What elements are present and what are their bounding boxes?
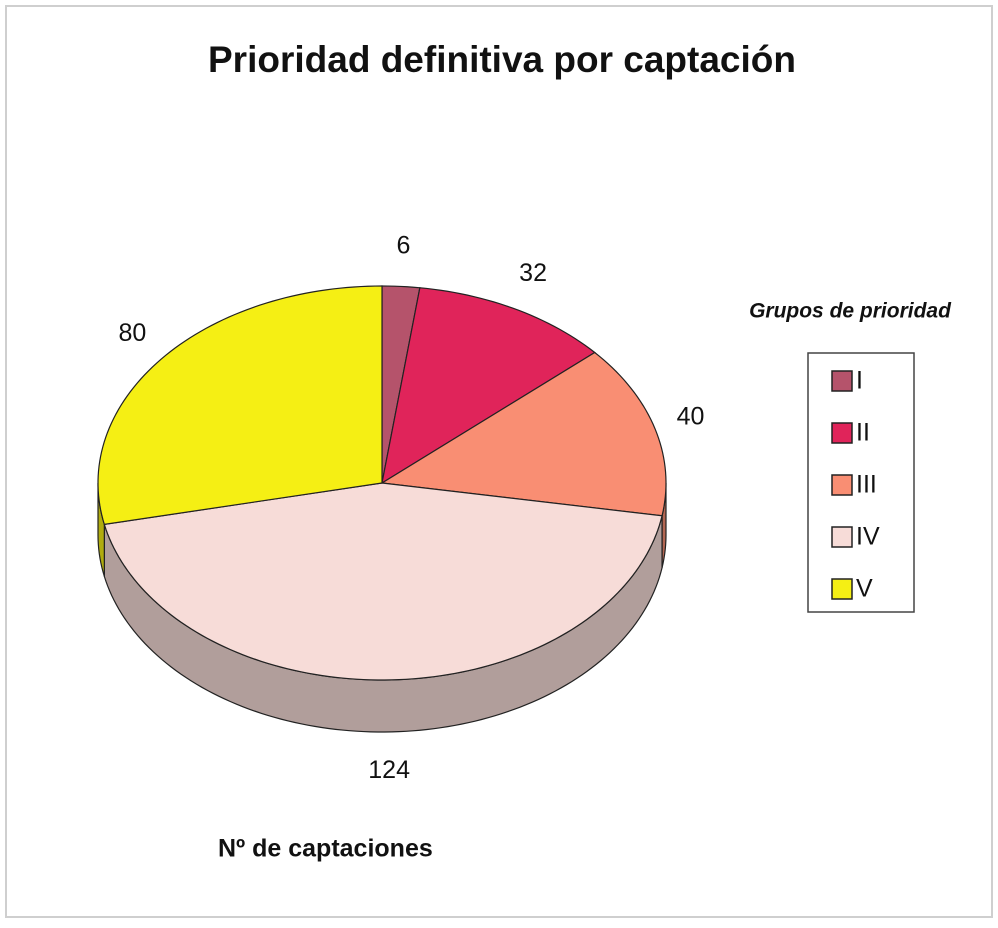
value-label: 6 (396, 232, 410, 260)
legend-swatch (831, 370, 853, 392)
legend-label: I (856, 367, 863, 395)
value-label: 40 (677, 403, 705, 431)
legend-swatch (831, 526, 853, 548)
legend-title: Grupos de prioridad (749, 300, 952, 323)
legend-label: II (856, 419, 870, 447)
pie-slice (381, 287, 596, 485)
legend-label: IV (856, 523, 880, 551)
legend-swatch (831, 578, 853, 600)
value-label: 124 (368, 756, 410, 784)
value-label: 32 (519, 259, 547, 287)
annotation: Nº de captaciones (218, 835, 433, 863)
legend-swatch (831, 422, 853, 444)
chart-title: Prioridad definitiva por captación (208, 39, 796, 80)
legend-box (807, 352, 915, 613)
legend-label: V (856, 575, 873, 603)
pie-slice (103, 482, 663, 681)
pie-slice (380, 351, 667, 517)
legend-swatch (831, 474, 853, 496)
pie-slice (97, 285, 383, 526)
value-label: 80 (118, 319, 146, 347)
legend-label: III (856, 471, 877, 499)
